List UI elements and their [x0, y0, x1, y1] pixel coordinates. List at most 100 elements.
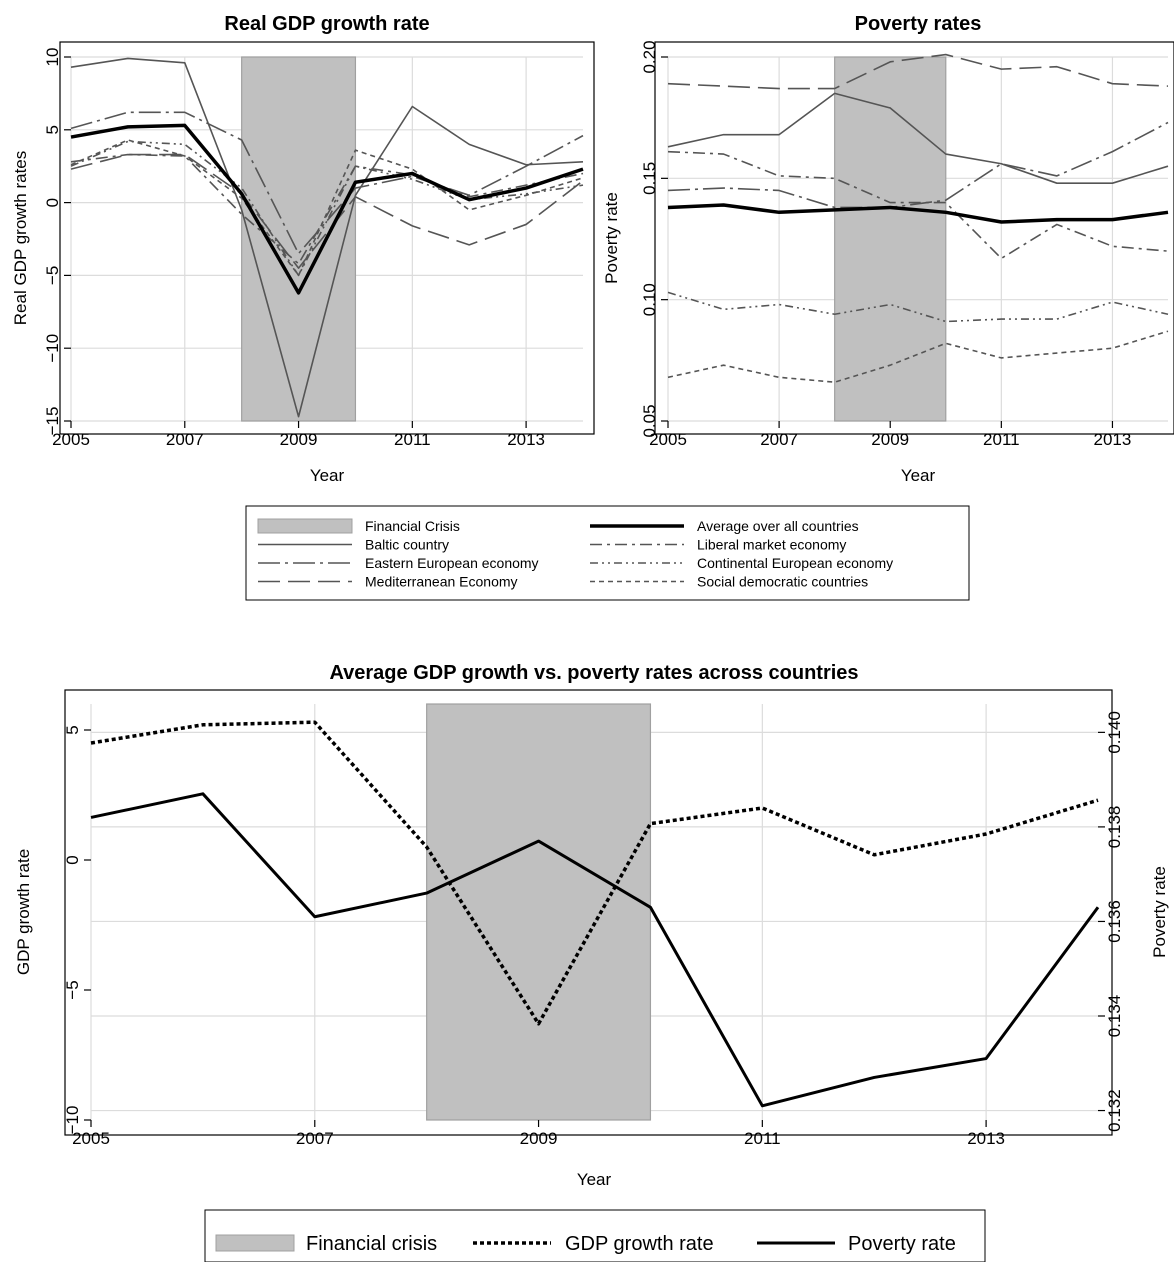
financial-crisis-band-rect: [834, 56, 947, 422]
series-lines: [70, 57, 584, 418]
legend-bottom: Financial crisis GDP growth rate Poverty r…: [204, 1209, 986, 1262]
legend-label-financial-crisis: Financial Crisis: [365, 518, 460, 534]
chart-title: Real GDP growth rate: [224, 13, 429, 35]
y-tick-label: 0.15: [640, 162, 659, 195]
series-line-liberal-market-economy: [667, 150, 1169, 260]
y-axis-ticks-right: 0.132 0.134 0.136 0.138 0.140: [1098, 711, 1124, 1132]
series-line-social-democratic-countries: [70, 139, 584, 277]
legend-label-gdp-growth-rate: GDP growth rate: [565, 1233, 714, 1255]
x-tick-label: 2007: [760, 430, 798, 449]
x-tick-label: 2011: [744, 1129, 781, 1148]
series-lines: [667, 53, 1169, 383]
y-tick-label: −10: [63, 1106, 82, 1135]
series-line-baltic-country: [70, 57, 584, 418]
legend-swatch-financial-crisis: [215, 1234, 295, 1252]
legend-label-eastern-european-economy: Eastern European economy: [365, 555, 539, 571]
legend-label-continental-european-economy: Continental European economy: [697, 555, 893, 571]
series-line-poverty-rate: [90, 792, 1100, 1108]
series-line-continental-european-economy: [70, 140, 584, 277]
legend-label-mediterranean-economy: Mediterranean Economy: [365, 574, 518, 590]
x-tick-label: 2011: [983, 430, 1020, 449]
y2-tick-label: 0.132: [1105, 1089, 1124, 1132]
y-axis-ticks-left: −10 −5 0 5: [63, 725, 91, 1134]
financial-crisis-band: [241, 56, 357, 422]
y-tick-label: 5: [63, 725, 82, 734]
legend-box: [245, 505, 970, 601]
legend-label-liberal-market-economy: Liberal market economy: [697, 537, 846, 553]
legend-label-average-over-all-countries: Average over all countries: [697, 518, 859, 534]
legend-label-baltic-country: Baltic country: [365, 537, 449, 553]
y-tick-label: 0: [43, 198, 62, 207]
y-tick-label: 10: [43, 48, 62, 67]
x-axis-label: Year: [901, 466, 936, 485]
x-axis-ticks: 2005 2007 2009 2011 2013: [72, 1120, 1005, 1148]
y-tick-label: 0.10: [640, 283, 659, 316]
x-tick-label: 2013: [1094, 430, 1132, 449]
y-tick-label: 0: [63, 855, 82, 864]
financial-crisis-band-rect: [241, 56, 357, 422]
x-axis-ticks: 2005 2007 2009 2011 2013: [649, 421, 1131, 449]
chart-title: Poverty rates: [855, 13, 982, 35]
y-axis-ticks: 0.05 0.10 0.15 0.20: [640, 40, 668, 438]
series-line-baltic-country: [667, 92, 1169, 184]
x-axis-label: Year: [577, 1170, 612, 1189]
x-axis-ticks: 2005 2007 2009 2011 2013: [52, 421, 545, 449]
legend-label-poverty-rate: Poverty rate: [848, 1233, 956, 1255]
panel-gdp-vs-poverty: Average GDP growth vs. poverty rates acr…: [14, 662, 1169, 1189]
series-line-liberal-market-economy: [70, 153, 584, 265]
plot-frame: [654, 41, 1174, 435]
series-line-gdp-growth-rate: [90, 720, 1099, 1026]
panel-real-gdp-growth: Real GDP growth rate 2005 2007 2009 2011 201…: [11, 13, 595, 485]
x-axis-label: Year: [310, 466, 345, 485]
x-tick-label: 2005: [72, 1129, 110, 1148]
legend-label-social-democratic-countries: Social democratic countries: [697, 574, 868, 590]
x-tick-label: 2009: [871, 430, 909, 449]
y2-tick-label: 0.136: [1105, 900, 1124, 943]
series-line-continental-european-economy: [667, 291, 1169, 323]
series-line-eastern-european-economy: [667, 121, 1169, 209]
y-axis-ticks: −15 −10 −5 0 5 10: [43, 48, 71, 436]
y-tick-label: −10: [43, 334, 62, 363]
legend-top: Financial Crisis Baltic country Eastern Eu…: [245, 505, 970, 601]
financial-crisis-band: [426, 703, 652, 1121]
x-tick-label: 2011: [394, 430, 431, 449]
series-line-social-democratic-countries: [667, 330, 1169, 383]
y-tick-label: 0.20: [640, 40, 659, 73]
series-line-mediterranean-economy: [667, 53, 1169, 90]
y-tick-label: −15: [43, 407, 62, 436]
y-tick-label: 5: [43, 125, 62, 134]
legend-swatch-financial-crisis: [257, 518, 353, 534]
y2-tick-label: 0.138: [1105, 806, 1124, 849]
plot-frame: [64, 689, 1113, 1136]
x-tick-label: 2005: [52, 430, 90, 449]
y-axis-label-right: Poverty rate: [1150, 866, 1169, 958]
x-tick-label: 2013: [967, 1129, 1005, 1148]
y-axis-label: Poverty rate: [602, 192, 621, 284]
y-axis-label: Real GDP growth rates: [11, 151, 30, 325]
financial-crisis-band: [834, 56, 947, 422]
plot-frame: [59, 41, 595, 435]
x-tick-label: 2009: [520, 1129, 558, 1148]
y2-tick-label: 0.140: [1105, 711, 1124, 754]
series-lines: [90, 720, 1100, 1108]
x-tick-label: 2009: [280, 430, 318, 449]
y-tick-label: −5: [63, 980, 82, 999]
panel-poverty-rates: Poverty rates 2005 2007 2009 2011 2013 0.050…: [602, 13, 1174, 485]
x-tick-label: 2007: [296, 1129, 334, 1148]
series-line-mediterranean-economy: [70, 153, 584, 269]
series-line-eastern-european-economy: [70, 111, 584, 255]
y2-tick-label: 0.134: [1105, 995, 1124, 1038]
legend-box: [204, 1209, 986, 1262]
series-line-average-over-all-countries: [667, 203, 1169, 224]
x-tick-label: 2013: [507, 430, 545, 449]
x-tick-label: 2007: [166, 430, 204, 449]
legend-label-financial-crisis: Financial crisis: [306, 1233, 437, 1255]
x-tick-label: 2005: [649, 430, 687, 449]
chart-title: Average GDP growth vs. poverty rates acr…: [329, 662, 858, 684]
y-tick-label: −5: [43, 266, 62, 285]
financial-crisis-band-rect: [426, 703, 652, 1121]
y-axis-label-left: GDP growth rate: [14, 849, 33, 975]
y-tick-label: 0.05: [640, 404, 659, 437]
series-line-average-over-all-countries: [70, 123, 584, 295]
